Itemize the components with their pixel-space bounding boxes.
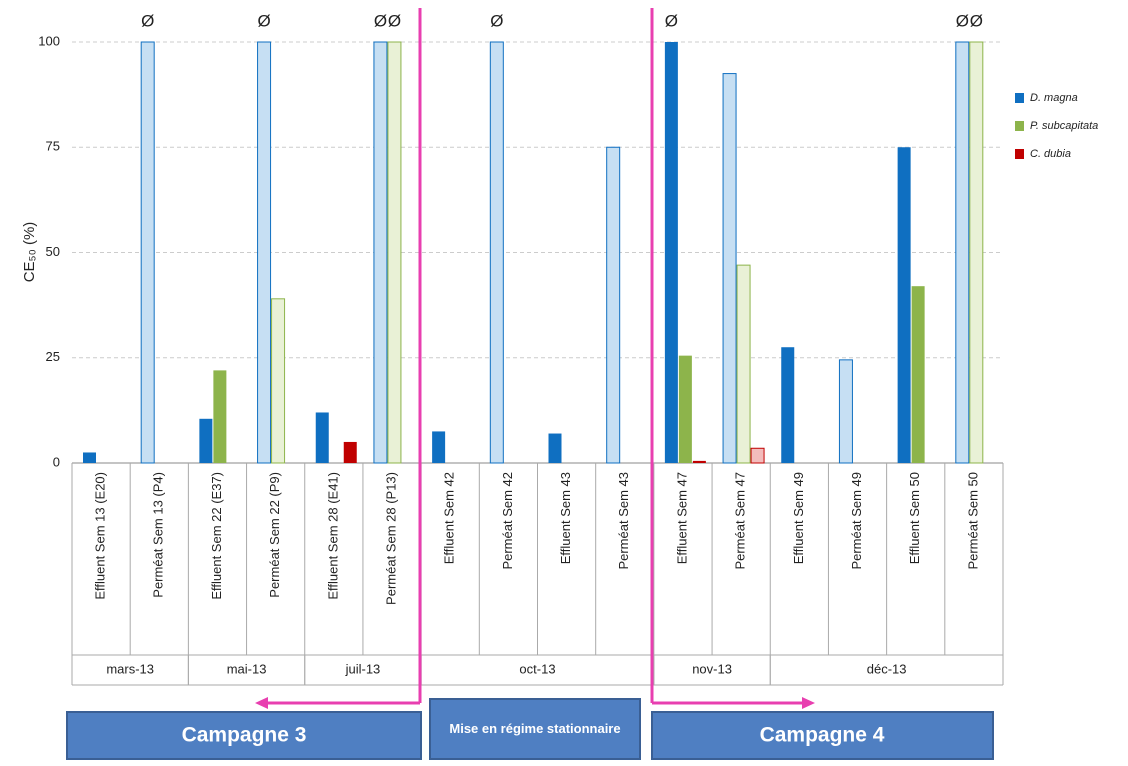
bar <box>897 147 911 463</box>
bar <box>257 41 272 464</box>
x-tick-label: Perméat Sem 43 <box>616 472 631 570</box>
y-axis-label: CE₅₀ (%) <box>21 222 38 283</box>
group-label: déc-13 <box>867 661 907 676</box>
bar <box>606 146 621 464</box>
x-tick-label: Perméat Sem 13 (P4) <box>151 472 166 598</box>
x-tick-label: Perméat Sem 42 <box>500 472 515 570</box>
legend-label: P. subcapitata <box>1030 120 1098 132</box>
legend-swatch <box>1015 121 1024 131</box>
bar <box>911 286 925 463</box>
bar <box>750 447 765 464</box>
bar <box>489 41 504 464</box>
campaign-box <box>651 711 994 760</box>
x-tick-label: Perméat Sem 22 (P9) <box>267 472 282 598</box>
bar <box>722 73 737 464</box>
bar <box>781 347 795 463</box>
group-label: juil-13 <box>345 661 381 676</box>
x-tick-label: Effluent Sem 47 <box>674 472 689 564</box>
x-tick-label: Effluent Sem 42 <box>442 472 457 564</box>
bar <box>343 441 357 463</box>
x-tick-label: Effluent Sem 28 (E41) <box>325 472 340 600</box>
campaign-label-wrap: Mise en régime stationnaire <box>449 721 621 736</box>
bar <box>548 433 562 463</box>
bar <box>678 355 692 463</box>
group-label: mai-13 <box>227 661 267 676</box>
x-tick-label: Effluent Sem 49 <box>791 472 806 564</box>
x-tick-label: Perméat Sem 49 <box>849 472 864 570</box>
campaign-label: Campagne 3 <box>182 724 307 747</box>
legend-swatch <box>1015 93 1024 103</box>
y-tick-label: 50 <box>46 244 60 259</box>
bar <box>955 41 970 464</box>
x-tick-label: Effluent Sem 50 <box>907 472 922 564</box>
campaign-label: Campagne 4 <box>760 724 885 747</box>
group-label: oct-13 <box>519 661 555 676</box>
flag: Ø <box>388 11 401 30</box>
flag: Ø <box>956 11 969 30</box>
y-tick-label: 0 <box>53 454 60 469</box>
group-label: mars-13 <box>106 661 154 676</box>
y-tick-label: 75 <box>46 139 60 154</box>
campaign-box <box>429 698 641 760</box>
bar <box>140 41 155 464</box>
flag: Ø <box>141 11 154 30</box>
flag: Ø <box>970 11 983 30</box>
bar <box>838 359 853 464</box>
bar <box>664 42 678 463</box>
x-tick-label: Effluent Sem 13 (E20) <box>93 472 108 600</box>
x-tick-label: Effluent Sem 43 <box>558 472 573 564</box>
y-tick-label: 100 <box>38 33 60 48</box>
legend-label: D. magna <box>1030 92 1078 104</box>
legend-label: C. dubia <box>1030 148 1071 160</box>
group-label: nov-13 <box>692 661 732 676</box>
bar <box>213 370 227 463</box>
y-tick-label: 25 <box>46 349 60 364</box>
bar <box>315 412 329 463</box>
arrow-head <box>255 697 268 709</box>
x-tick-label: Perméat Sem 47 <box>733 472 748 570</box>
bar <box>271 298 286 464</box>
campaign-label: Mise en régime stationnaire <box>449 721 621 736</box>
x-tick-label: Perméat Sem 28 (P13) <box>383 472 398 605</box>
x-tick-label: Perméat Sem 50 <box>965 472 980 570</box>
flag: Ø <box>665 11 678 30</box>
flag: Ø <box>490 11 503 30</box>
bar <box>199 418 213 463</box>
x-tick-label: Effluent Sem 22 (E37) <box>209 472 224 600</box>
bar <box>387 41 402 464</box>
bar <box>692 460 706 463</box>
bar <box>373 41 388 464</box>
flag: Ø <box>257 11 270 30</box>
flag: Ø <box>374 11 387 30</box>
bar <box>432 431 446 463</box>
bar <box>736 264 751 464</box>
bar <box>969 41 984 464</box>
legend-swatch <box>1015 149 1024 159</box>
bar <box>83 452 96 463</box>
plot: 0 25 50 75 100 mars-13 mai-13 juil-13 oct-13 nov-… <box>38 11 1098 686</box>
campaign-box <box>66 711 422 760</box>
arrow-head <box>802 697 815 709</box>
